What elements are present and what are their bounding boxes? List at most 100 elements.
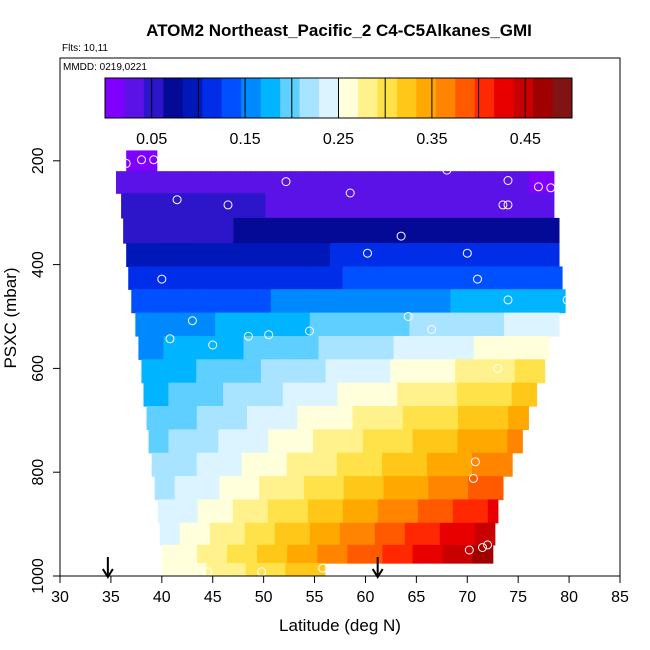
heatmap-cell bbox=[213, 217, 219, 244]
heatmap-cell bbox=[365, 289, 372, 314]
heatmap-cell bbox=[156, 406, 163, 430]
heatmap-cell bbox=[201, 406, 208, 430]
heatmap-cell bbox=[210, 312, 216, 337]
heatmap-cell bbox=[143, 266, 149, 290]
heatmap-cell bbox=[136, 193, 142, 219]
heatmap-cell bbox=[447, 499, 454, 524]
heatmap-cell bbox=[498, 335, 505, 360]
heatmap-cell bbox=[352, 429, 359, 454]
heatmap-cell bbox=[520, 289, 526, 314]
heatmap-cell bbox=[309, 312, 316, 337]
heatmap-cell bbox=[380, 359, 386, 384]
heatmap-cell bbox=[333, 476, 340, 501]
heatmap-cell bbox=[337, 382, 344, 407]
heatmap-cell bbox=[409, 171, 416, 194]
heatmap-cell bbox=[353, 476, 360, 501]
heatmap-cell bbox=[383, 335, 390, 360]
x-tick-label: 45 bbox=[204, 589, 222, 606]
heatmap-cell bbox=[363, 335, 370, 360]
heatmap-cell bbox=[379, 312, 386, 337]
heatmap-cell bbox=[340, 243, 346, 268]
heatmap-cell bbox=[317, 429, 324, 454]
heatmap-cell bbox=[499, 193, 505, 219]
heatmap-cell bbox=[302, 406, 308, 430]
heatmap-cell bbox=[169, 522, 176, 546]
heatmap-cell bbox=[187, 499, 194, 524]
heatmap-cell bbox=[519, 312, 525, 337]
heatmap-cell bbox=[407, 544, 414, 564]
heatmap-cell bbox=[387, 406, 394, 430]
heatmap-cell bbox=[305, 289, 312, 314]
heatmap-cell bbox=[424, 193, 431, 219]
sample-point bbox=[562, 295, 572, 305]
heatmap-cell bbox=[214, 522, 221, 546]
heatmap-cell bbox=[483, 335, 490, 360]
heatmap-cell bbox=[548, 171, 555, 194]
heatmap-cell bbox=[528, 335, 535, 360]
heatmap-cell bbox=[213, 382, 219, 407]
heatmap-cell bbox=[239, 522, 246, 546]
heatmap-cell bbox=[173, 266, 179, 290]
heatmap-cell bbox=[161, 544, 168, 564]
heatmap-cell bbox=[446, 452, 453, 477]
heatmap-cell bbox=[478, 217, 485, 244]
heatmap-cell bbox=[199, 522, 206, 546]
heatmap-cell bbox=[334, 171, 341, 194]
heatmap-cell bbox=[236, 406, 243, 430]
heatmap-cell bbox=[345, 359, 352, 384]
heatmap-cell bbox=[435, 289, 441, 314]
heatmap-cell bbox=[358, 217, 365, 244]
heatmap-cell bbox=[188, 382, 194, 407]
heatmap-cell bbox=[409, 193, 416, 219]
heatmap-cell bbox=[297, 382, 304, 407]
heatmap-cell bbox=[148, 429, 155, 454]
heatmap-cell bbox=[292, 544, 298, 564]
heatmap-cell bbox=[140, 171, 147, 194]
heatmap-cell bbox=[433, 217, 440, 244]
heatmap-cell bbox=[327, 406, 334, 430]
heatmap-cell bbox=[449, 193, 455, 219]
heatmap-cell bbox=[474, 171, 480, 194]
heatmap-cell bbox=[354, 193, 361, 219]
heatmap-cell bbox=[330, 243, 336, 268]
colorbar-swatch bbox=[377, 78, 398, 118]
heatmap-cell bbox=[242, 406, 248, 430]
heatmap-cell bbox=[379, 522, 386, 546]
heatmap-cell bbox=[260, 563, 267, 576]
heatmap-cell bbox=[297, 406, 303, 430]
heatmap-cell bbox=[193, 382, 199, 407]
heatmap-cell bbox=[430, 359, 436, 384]
heatmap-cell bbox=[277, 406, 283, 430]
heatmap-cell bbox=[343, 335, 350, 360]
colorbar bbox=[104, 77, 573, 119]
heatmap-cell bbox=[138, 266, 144, 290]
heatmap-cell bbox=[166, 359, 172, 384]
heatmap-cell bbox=[225, 171, 232, 194]
heatmap-cell bbox=[153, 382, 160, 407]
sample-point bbox=[363, 248, 372, 258]
heatmap-cell bbox=[447, 266, 453, 290]
heatmap-cell bbox=[168, 335, 175, 360]
heatmap-cell bbox=[189, 522, 196, 546]
heatmap-cell bbox=[479, 243, 485, 268]
heatmap-cell bbox=[519, 243, 525, 268]
heatmap-cell bbox=[357, 266, 364, 290]
heatmap-cell bbox=[424, 171, 431, 194]
heatmap-cell bbox=[278, 429, 284, 454]
colorbar-swatch bbox=[396, 78, 417, 118]
heatmap-cell bbox=[492, 476, 499, 501]
heatmap-cell bbox=[262, 544, 268, 564]
heatmap-cell bbox=[312, 266, 319, 290]
heatmap-cell bbox=[439, 522, 446, 546]
heatmap-cell bbox=[525, 289, 531, 314]
heatmap-cell bbox=[514, 171, 520, 194]
heatmap-cell bbox=[226, 452, 233, 477]
heatmap-cell bbox=[209, 522, 216, 546]
heatmap-cell bbox=[555, 289, 561, 314]
heatmap-cell bbox=[484, 522, 491, 546]
heatmap-cell bbox=[437, 266, 443, 290]
heatmap-cell bbox=[478, 476, 484, 501]
heatmap-cell bbox=[245, 359, 252, 384]
heatmap-cell bbox=[328, 335, 335, 360]
heatmap-cell bbox=[280, 171, 286, 194]
